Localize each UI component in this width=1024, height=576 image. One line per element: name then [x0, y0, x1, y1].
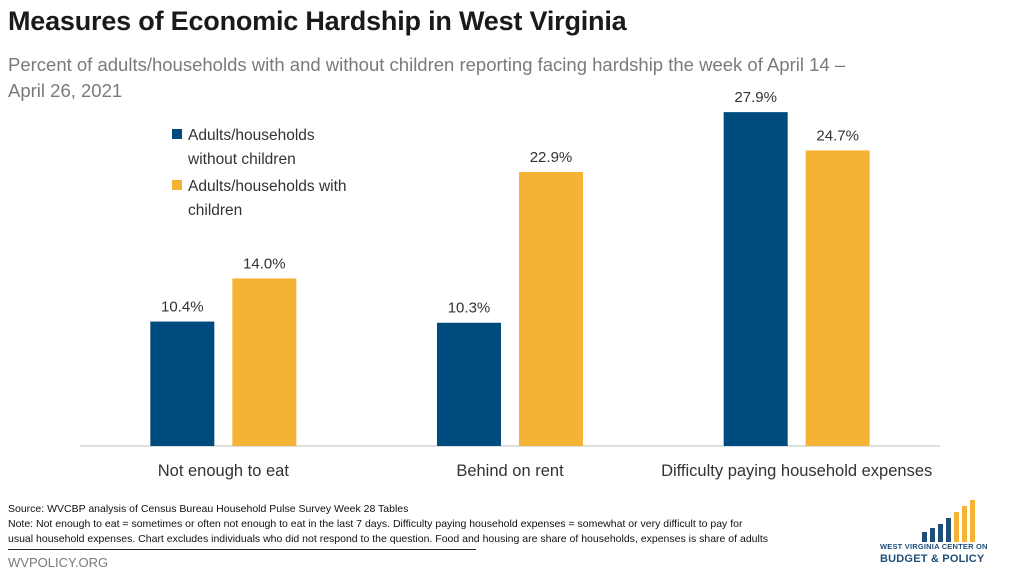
footer-url: WVPOLICY.ORG: [8, 555, 109, 570]
legend-swatch-0: [172, 129, 182, 139]
data-label-s1-c2: 24.7%: [816, 127, 859, 144]
logo-bar-3: [946, 518, 951, 542]
bar-s0-c1: [437, 322, 501, 446]
data-label-s1-c1: 22.9%: [530, 149, 573, 166]
data-label-s1-c0: 14.0%: [243, 255, 286, 272]
footer-divider: [8, 549, 476, 550]
legend-swatch-1: [172, 180, 182, 190]
logo-bar-1: [930, 528, 935, 542]
bar-chart: 10.4% 14.0% Not enough to eat 10.3% 22.9% Beh…: [80, 89, 940, 480]
legend-label-1-line-0: Adults/households with: [188, 178, 347, 195]
logo-bar-6: [970, 500, 975, 542]
source-text: Source: WVCBP analysis of Census Bureau …: [8, 503, 409, 515]
category-label-2: Difficulty paying household expenses: [661, 462, 932, 480]
chart-subtitle: Percent of adults/households with and wi…: [8, 54, 846, 101]
logo-bar-5: [962, 506, 967, 542]
logo-bar-2: [938, 524, 943, 542]
chart-title: Measures of Economic Hardship in West Vi…: [8, 6, 627, 36]
logo-bar-0: [922, 532, 927, 542]
bar-s0-c2: [723, 112, 788, 446]
logo-line-1: WEST VIRGINIA CENTER ON: [880, 542, 988, 551]
bar-s1-c1: [519, 171, 583, 447]
source-note: Source: WVCBP analysis of Census Bureau …: [8, 502, 868, 547]
org-logo: WEST VIRGINIA CENTER ON BUDGET & POLICY: [880, 498, 1020, 573]
note-line-1: Note: Not enough to eat = sometimes or o…: [8, 518, 743, 530]
note-line-2: usual household expenses. Chart excludes…: [8, 533, 768, 545]
legend-label-1-line-1: children: [188, 202, 242, 219]
bar-s1-c2: [805, 150, 870, 446]
logo-bars-icon: [922, 500, 975, 542]
legend-label-0-line-1: without children: [187, 151, 296, 168]
data-label-s0-c0: 10.4%: [161, 299, 204, 316]
logo-line-2: BUDGET & POLICY: [880, 553, 985, 565]
logo-bar-4: [954, 512, 959, 542]
bar-s0-c0: [150, 321, 215, 446]
legend-label-0-line-0: Adults/households: [188, 127, 315, 144]
category-label-1: Behind on rent: [456, 462, 564, 480]
bar-s1-c0: [232, 278, 297, 446]
data-label-s0-c2: 27.9%: [734, 89, 777, 106]
category-label-0: Not enough to eat: [158, 462, 290, 480]
data-label-s0-c1: 10.3%: [448, 300, 491, 317]
